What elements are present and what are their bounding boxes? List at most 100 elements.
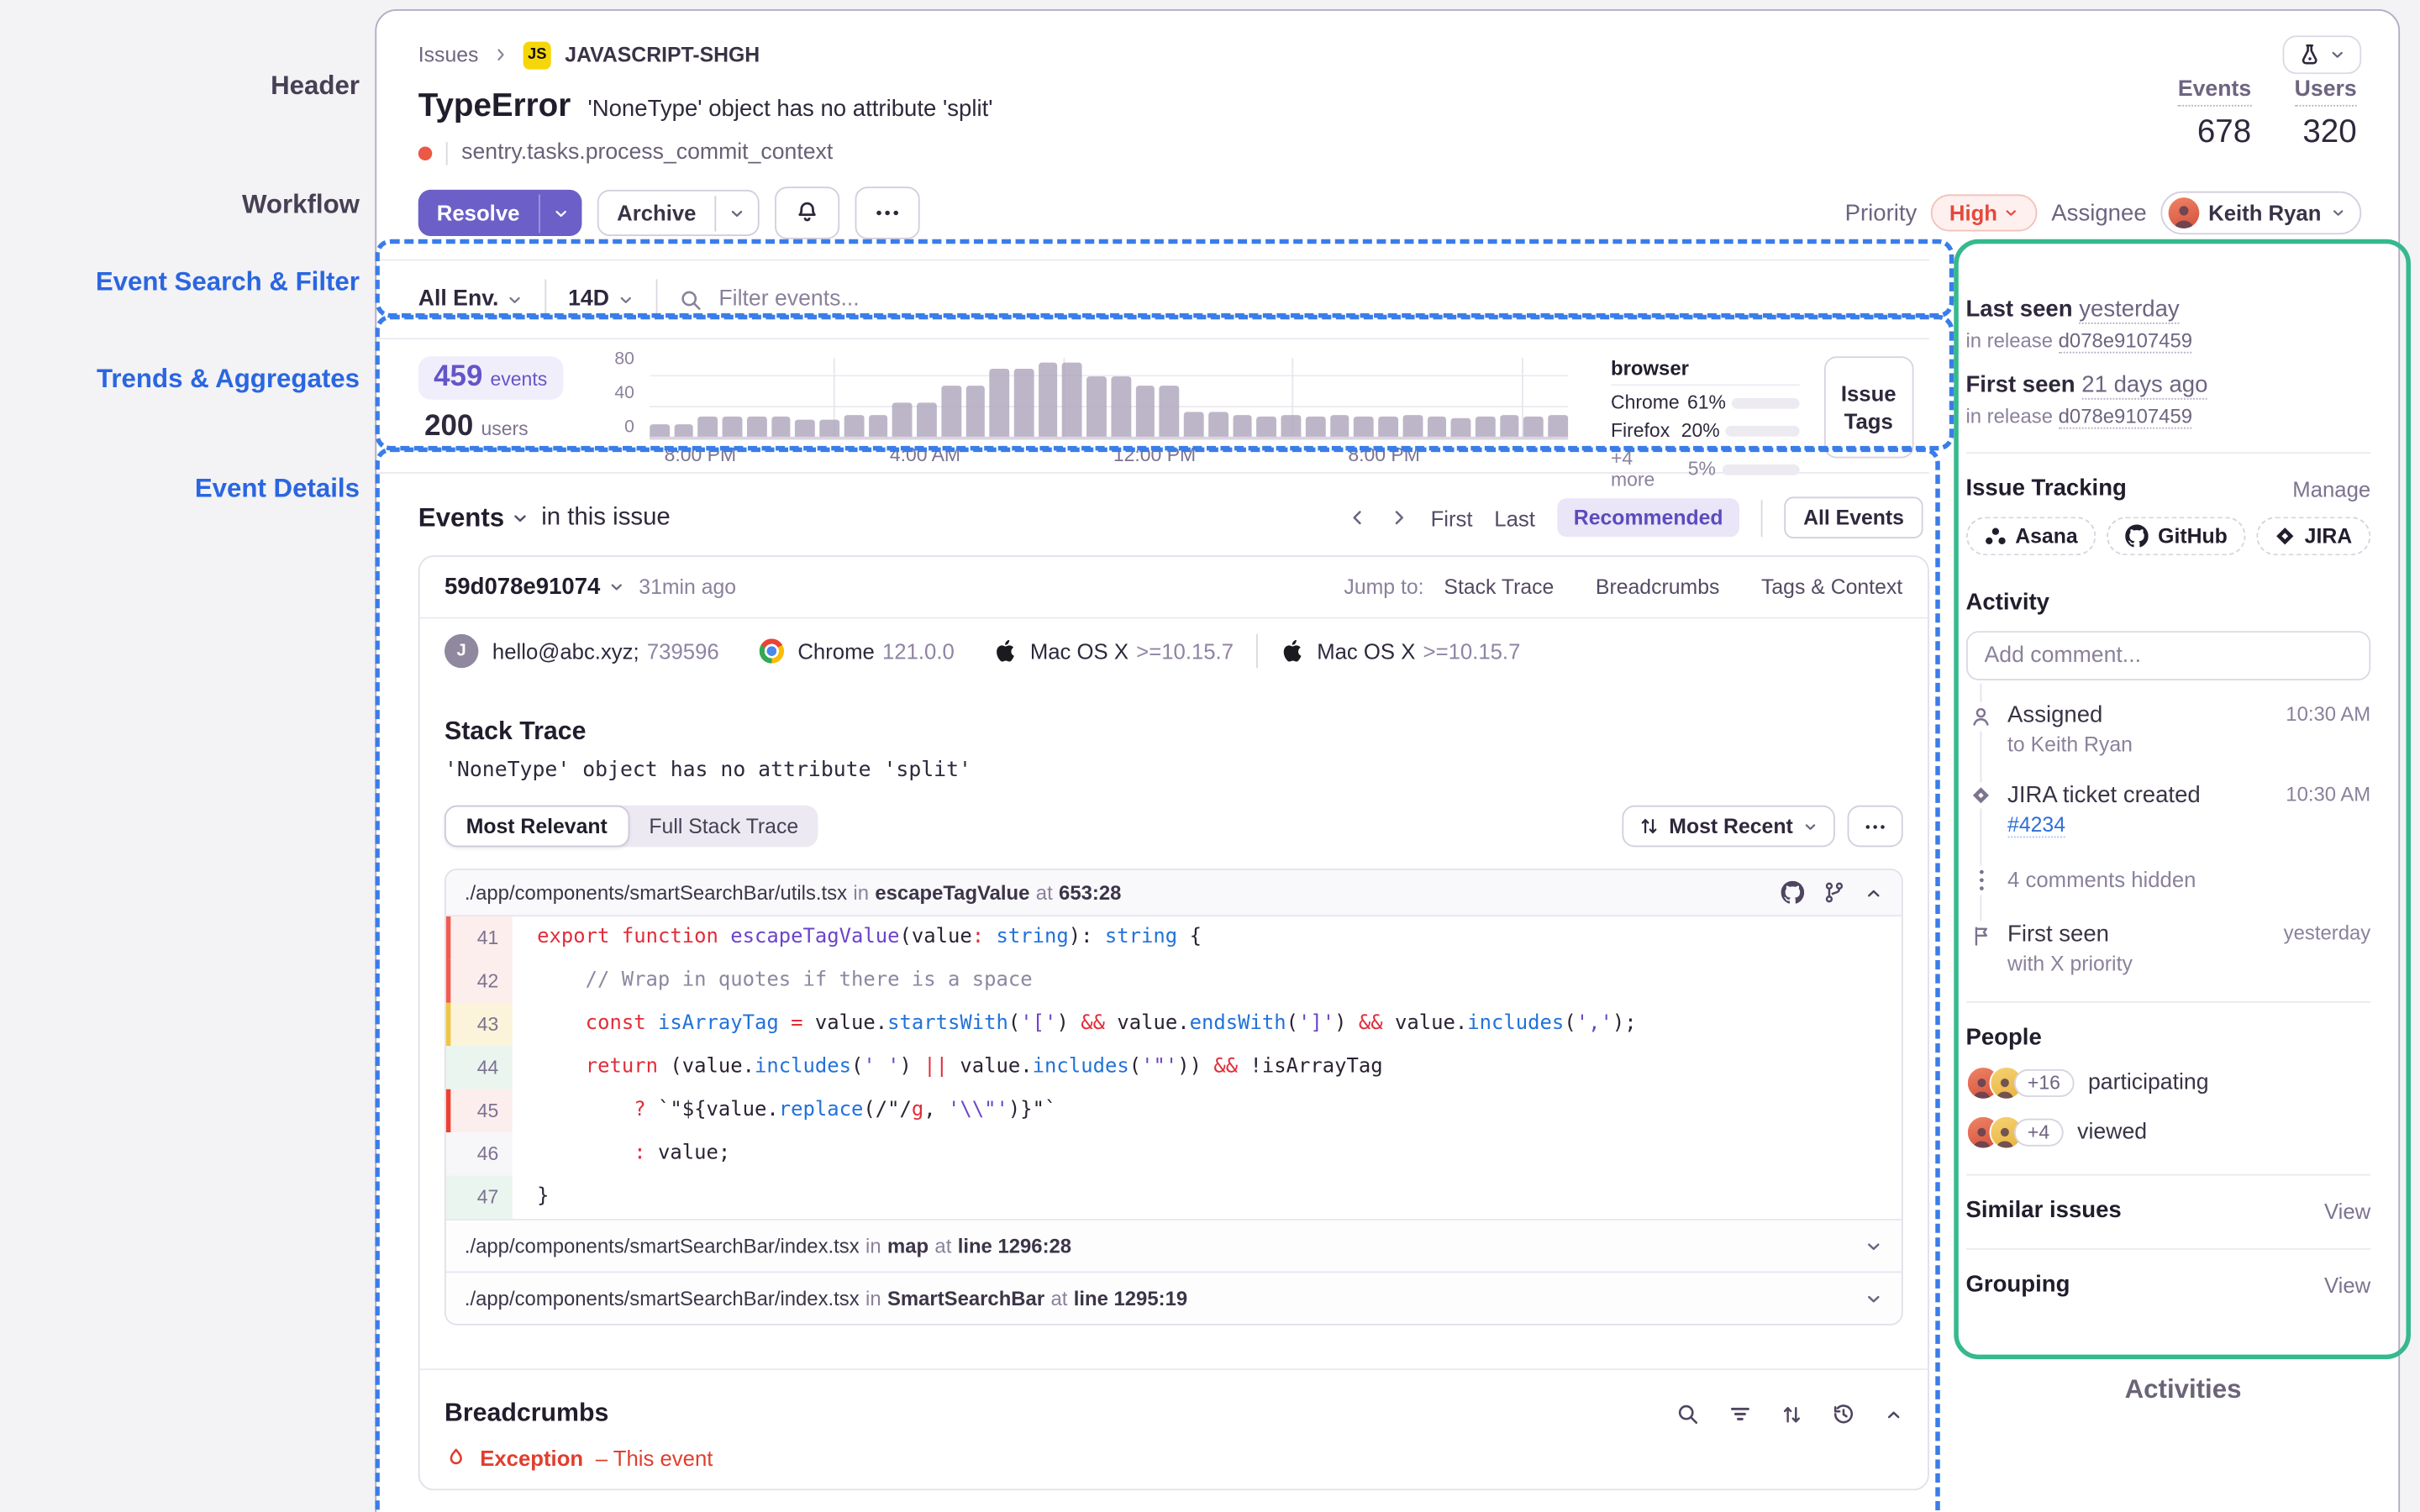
resolve-dropdown-toggle[interactable] xyxy=(538,193,581,233)
events-dropdown[interactable]: Events xyxy=(418,502,529,533)
issue-tags-button[interactable]: Issue Tags xyxy=(1823,356,1913,459)
manage-link[interactable]: Manage xyxy=(2292,475,2371,501)
chart-bar xyxy=(1523,416,1544,438)
chevron-up-icon[interactable] xyxy=(1864,884,1882,902)
release-link[interactable]: d078e9107459 xyxy=(2058,404,2193,429)
search-icon[interactable] xyxy=(1676,1403,1699,1426)
last-seen-value[interactable]: yesterday xyxy=(2079,296,2180,324)
jira-ticket-link[interactable]: #4234 xyxy=(2007,812,2066,838)
first-event-link[interactable]: First xyxy=(1430,505,1473,530)
chart-bar xyxy=(1305,416,1325,438)
breadcrumb-issues[interactable]: Issues xyxy=(418,43,479,66)
chevron-down-icon xyxy=(1802,818,1818,833)
breadcrumb-exception-row[interactable]: Exception – This event xyxy=(420,1441,1928,1489)
previous-event-button[interactable] xyxy=(1347,507,1367,528)
chart-bar xyxy=(1378,416,1398,438)
event-id: 59d078e91074 xyxy=(444,574,601,601)
hidden-comments-label[interactable]: 4 comments hidden xyxy=(2007,867,2196,892)
more-actions-button[interactable] xyxy=(855,186,920,239)
event-id-dropdown[interactable]: 59d078e91074 xyxy=(445,574,625,600)
add-comment-input[interactable] xyxy=(1965,631,2371,680)
breadcrumbs-title: Breadcrumbs xyxy=(444,1399,609,1427)
chevron-down-icon xyxy=(2329,46,2346,63)
recommended-toggle[interactable]: Recommended xyxy=(1556,498,1740,538)
environment-select[interactable]: All Env. xyxy=(418,287,523,312)
browser-tag-row[interactable]: Firefox 20% xyxy=(1611,420,1800,441)
integration-button-asana[interactable]: Asana xyxy=(1965,517,2096,556)
events-dropdown-label: Events xyxy=(418,501,505,532)
stack-trace-more-button[interactable] xyxy=(1847,805,1903,848)
frame-header[interactable]: ./app/components/smartSearchBar/utils.ts… xyxy=(445,869,1902,917)
users-stat-label[interactable]: Users xyxy=(2294,77,2357,107)
experiment-button[interactable] xyxy=(2282,35,2362,75)
collapsed-frame-row[interactable]: ./app/components/smartSearchBar/index.ts… xyxy=(445,1219,1902,1272)
archive-button-label[interactable]: Archive xyxy=(617,200,697,226)
code-line-text: : value; xyxy=(634,1142,731,1165)
chevron-up-icon[interactable] xyxy=(1884,1404,1902,1423)
events-count-pill[interactable]: 459 events xyxy=(418,356,563,400)
next-event-button[interactable] xyxy=(1389,507,1409,528)
activity-item: JIRA ticket created #4234 10:30 AM xyxy=(1965,782,2370,839)
events-stat-value: 678 xyxy=(2196,113,2252,150)
similar-issues-view-link[interactable]: View xyxy=(2323,1198,2371,1223)
avatar-group xyxy=(1965,1066,2023,1100)
activity-sidebar: Last seen yesterday in release d078e9107… xyxy=(1928,260,2398,1491)
grouping-view-link[interactable]: View xyxy=(2323,1272,2371,1297)
sort-most-recent-select[interactable]: Most Recent xyxy=(1623,805,1835,848)
chevron-down-icon[interactable] xyxy=(1864,1236,1882,1255)
git-branch-icon[interactable] xyxy=(1823,881,1846,905)
code-line-text: } xyxy=(537,1184,550,1209)
resolve-button[interactable]: Resolve xyxy=(418,189,581,237)
filter-icon[interactable] xyxy=(1728,1403,1752,1426)
subscribe-button[interactable] xyxy=(775,186,840,239)
jump-link-tags-context[interactable]: Tags & Context xyxy=(1760,575,1903,599)
frame-at-label: at xyxy=(1050,1286,1068,1310)
browser-tag-row[interactable]: +4 more 5% xyxy=(1611,448,1800,491)
breadcrumb-project[interactable]: JAVASCRIPT-SHGH xyxy=(565,43,760,66)
integration-button-github[interactable]: GitHub xyxy=(2107,517,2246,556)
first-seen-value[interactable]: 21 days ago xyxy=(2081,371,2208,400)
browser-tag-row[interactable]: Chrome 61% xyxy=(1611,392,1800,413)
sort-arrows-icon[interactable] xyxy=(1781,1404,1802,1425)
priority-value: High xyxy=(1949,200,1998,226)
jump-link-breadcrumbs[interactable]: Breadcrumbs xyxy=(1595,575,1720,599)
activity-item-sub: with X priority xyxy=(2007,952,2133,975)
resolve-button-label[interactable]: Resolve xyxy=(436,200,520,226)
chevron-right-icon xyxy=(492,46,509,63)
frame-at-label: at xyxy=(934,1234,952,1257)
priority-select[interactable]: High xyxy=(1930,194,2038,232)
github-icon[interactable] xyxy=(1781,880,1804,905)
chart-y-axis: 80 40 0 xyxy=(600,350,634,437)
date-range-select[interactable]: 14D xyxy=(568,287,634,312)
events-stat-label[interactable]: Events xyxy=(2177,77,2252,107)
avatar-count-pill[interactable]: +16 xyxy=(2013,1068,2075,1097)
divider xyxy=(419,1368,1928,1371)
filter-events-input[interactable] xyxy=(715,285,1887,313)
integration-button-jira[interactable]: JIRA xyxy=(2256,517,2371,556)
user-email: hello@abc.xyz; xyxy=(492,638,639,664)
activity-item: 4 comments hidden xyxy=(1965,865,2370,895)
last-event-link[interactable]: Last xyxy=(1494,505,1535,530)
jump-link-stack-trace[interactable]: Stack Trace xyxy=(1444,575,1555,599)
assignee-label: Assignee xyxy=(2051,199,2147,227)
avatar-count-pill[interactable]: +4 xyxy=(2013,1118,2064,1147)
event-card: 59d078e91074 31min ago Jump to: Stack Tr… xyxy=(418,555,1929,1491)
events-count-label: events xyxy=(490,368,548,391)
all-events-button[interactable]: All Events xyxy=(1785,496,1923,539)
x-tick-label: 8:00 PM xyxy=(664,444,737,466)
chevron-down-icon[interactable] xyxy=(1864,1289,1882,1308)
tab-most-relevant[interactable]: Most Relevant xyxy=(444,805,629,848)
archive-button[interactable]: Archive xyxy=(597,189,760,237)
users-count-line[interactable]: 200 users xyxy=(424,411,600,444)
tab-full-stack-trace[interactable]: Full Stack Trace xyxy=(649,814,799,838)
hidden-comments-icon xyxy=(1965,865,1997,895)
archive-dropdown-toggle[interactable] xyxy=(714,195,758,231)
divider xyxy=(1256,633,1259,669)
frame-function: SmartSearchBar xyxy=(886,1286,1045,1310)
collapsed-frame-row[interactable]: ./app/components/smartSearchBar/index.ts… xyxy=(445,1271,1902,1324)
release-link[interactable]: d078e9107459 xyxy=(2058,328,2193,354)
chart-bar xyxy=(1354,416,1374,438)
history-icon[interactable] xyxy=(1832,1403,1855,1426)
activity-item-body: First seen with X priority xyxy=(1996,921,2271,975)
assignee-select[interactable]: Keith Ryan xyxy=(2160,191,2362,235)
